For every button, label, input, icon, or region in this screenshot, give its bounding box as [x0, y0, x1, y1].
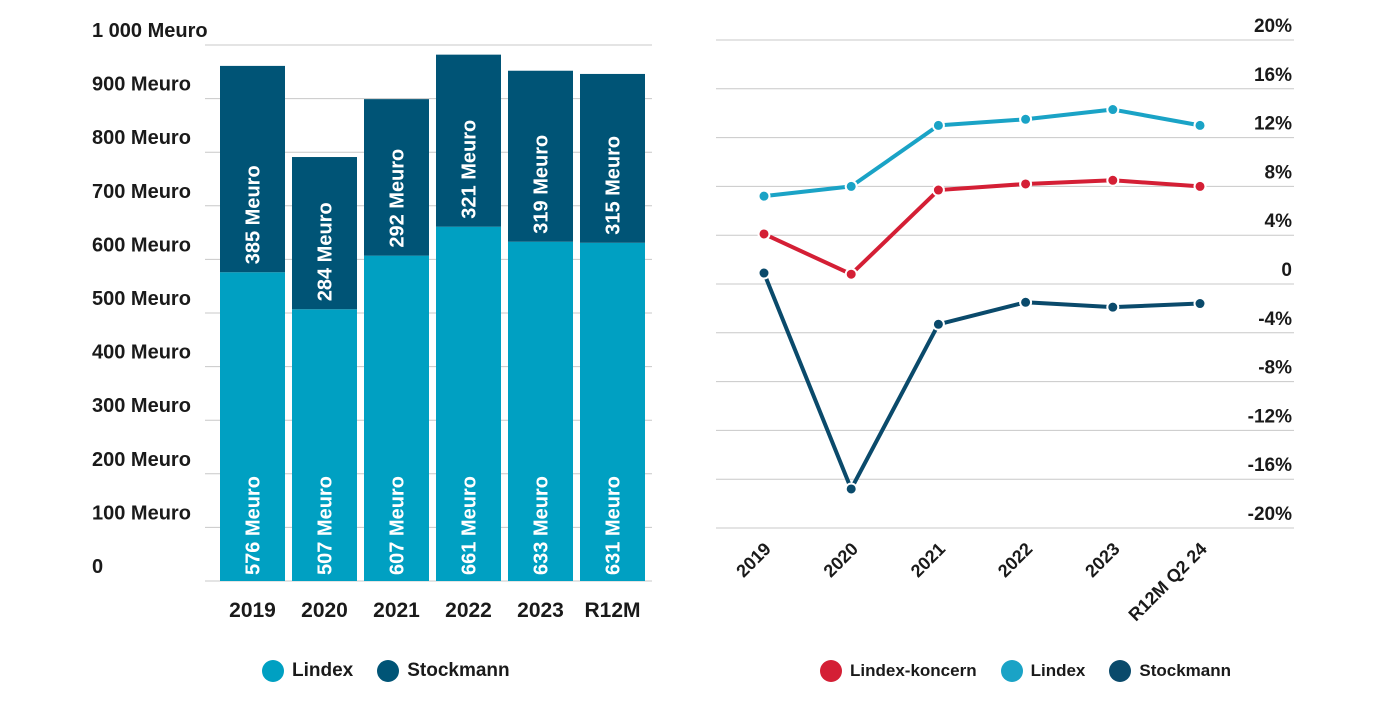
x-tick-label: R12M Q2 24	[1125, 539, 1211, 625]
x-tick-label: 2020	[301, 599, 348, 622]
bar-stockmann-r12m	[580, 73, 645, 243]
bar-lindex-2020	[292, 309, 357, 581]
legend-item-lindex: Lindex	[1000, 660, 1086, 682]
legend-item-stockmann: Stockmann	[377, 660, 510, 682]
series-line-lindex-koncern	[763, 178, 1201, 277]
data-point	[931, 317, 945, 331]
data-point	[1019, 295, 1033, 309]
data-label: 315 Meuro	[603, 136, 625, 235]
data-label: 321 Meuro	[459, 120, 481, 219]
bar-lindex-2022	[436, 226, 501, 582]
data-point	[1193, 118, 1207, 132]
data-point	[757, 227, 771, 241]
y-tick-label: -4%	[1258, 309, 1292, 330]
data-point	[1193, 179, 1207, 193]
x-tick-label: 2021	[373, 599, 420, 622]
bar-lindex-2023	[508, 241, 573, 581]
bar-stockmann-2022	[436, 54, 501, 227]
legend-item-lindex: Lindex	[262, 660, 353, 682]
legend-label: Stockmann	[407, 660, 510, 681]
y-tick-label: 0	[92, 556, 103, 578]
y-tick-label: 800 Meuro	[92, 127, 191, 149]
legend-swatch-lindex	[1000, 660, 1023, 682]
data-label: 631 Meuro	[603, 476, 625, 575]
y-tick-label: 4%	[1265, 211, 1293, 232]
y-tick-label: 900 Meuro	[92, 74, 191, 96]
data-label: 292 Meuro	[387, 149, 409, 248]
y-tick-label: 8%	[1265, 162, 1293, 183]
y-tick-label: 600 Meuro	[92, 234, 191, 256]
y-tick-label: 12%	[1254, 114, 1292, 135]
bar-lindex-2019	[220, 272, 285, 581]
data-label: 284 Meuro	[315, 202, 337, 301]
data-point	[1019, 177, 1033, 191]
bar-stockmann-2019	[220, 65, 285, 273]
data-point	[757, 266, 771, 280]
y-tick-label: 1 000 Meuro	[92, 20, 208, 42]
data-label: 385 Meuro	[243, 165, 265, 264]
y-tick-label: -16%	[1248, 455, 1292, 476]
legend-swatch-stockmann	[377, 660, 400, 682]
line-chart: -20% -16% -12% -8% -4% 0 4% 8% 12% 16% 20% 2019 2020…	[716, 16, 1294, 625]
data-point	[1106, 103, 1120, 117]
legend-item-stockmann: Stockmann	[1109, 660, 1231, 682]
data-point	[844, 179, 858, 193]
y-tick-label: 0	[1281, 260, 1292, 281]
legend-swatch-lindex-koncern	[820, 660, 842, 682]
data-point	[1019, 112, 1033, 126]
data-point	[1193, 297, 1207, 311]
data-point	[757, 189, 771, 203]
bar-chart: 0 100 Meuro 200 Meuro 300 Meuro 400 Meuro 500…	[92, 20, 652, 622]
y-tick-label: -8%	[1258, 358, 1292, 379]
data-point	[1106, 300, 1120, 314]
bar-stockmann-2020	[292, 157, 357, 310]
data-point	[931, 183, 945, 197]
legend-item-lindex-koncern: Lindex-koncern	[820, 660, 977, 682]
y-tick-label: 500 Meuro	[92, 288, 191, 310]
y-tick-label: -12%	[1248, 406, 1292, 427]
x-tick-label: 2022	[445, 599, 492, 622]
x-tick-label: 2021	[907, 539, 949, 581]
x-tick-label: 2023	[1081, 539, 1123, 581]
x-tick-label: 2023	[517, 599, 564, 622]
y-tick-label: 20%	[1254, 16, 1292, 37]
series-line-lindex	[763, 107, 1201, 199]
y-tick-label: 400 Meuro	[92, 342, 191, 364]
x-tick-label: 2019	[229, 599, 276, 622]
data-label: 319 Meuro	[531, 135, 553, 234]
bar-stockmann-2023	[508, 70, 573, 242]
legend-label: Stockmann	[1139, 661, 1232, 680]
x-tick-label: 2022	[994, 539, 1036, 581]
data-point	[931, 118, 945, 132]
data-point	[844, 482, 858, 496]
legend-label: Lindex-koncern	[850, 661, 977, 680]
data-label: 633 Meuro	[531, 476, 553, 575]
data-label: 507 Meuro	[315, 476, 337, 575]
series-line-stockmann	[762, 272, 1201, 491]
x-tick-label: 2019	[732, 539, 774, 581]
y-tick-label: -20%	[1248, 504, 1292, 525]
y-tick-label: 16%	[1254, 65, 1292, 86]
legend-swatch-stockmann	[1109, 660, 1132, 682]
x-tick-label: R12M	[584, 599, 640, 622]
legend-label: Lindex	[1030, 661, 1086, 680]
data-label: 661 Meuro	[459, 476, 481, 575]
line-legend: Lindex-koncern Lindex Stockmann	[820, 660, 1231, 682]
bar-lindex-r12m	[580, 242, 645, 581]
legend-label: Lindex	[292, 660, 354, 681]
bar-legend: Lindex Stockmann	[262, 660, 510, 682]
y-tick-label: 200 Meuro	[92, 449, 191, 471]
y-tick-label: 700 Meuro	[92, 181, 191, 203]
data-label: 576 Meuro	[243, 476, 265, 575]
y-tick-label: 300 Meuro	[92, 395, 191, 417]
y-tick-label: 100 Meuro	[92, 502, 191, 524]
bar-stockmann-2021	[364, 99, 429, 256]
data-point	[1106, 173, 1120, 187]
data-point	[844, 267, 858, 281]
bar-lindex-2021	[364, 255, 429, 581]
data-label: 607 Meuro	[387, 476, 409, 575]
x-tick-label: 2020	[820, 539, 862, 581]
legend-swatch-lindex	[262, 660, 284, 682]
